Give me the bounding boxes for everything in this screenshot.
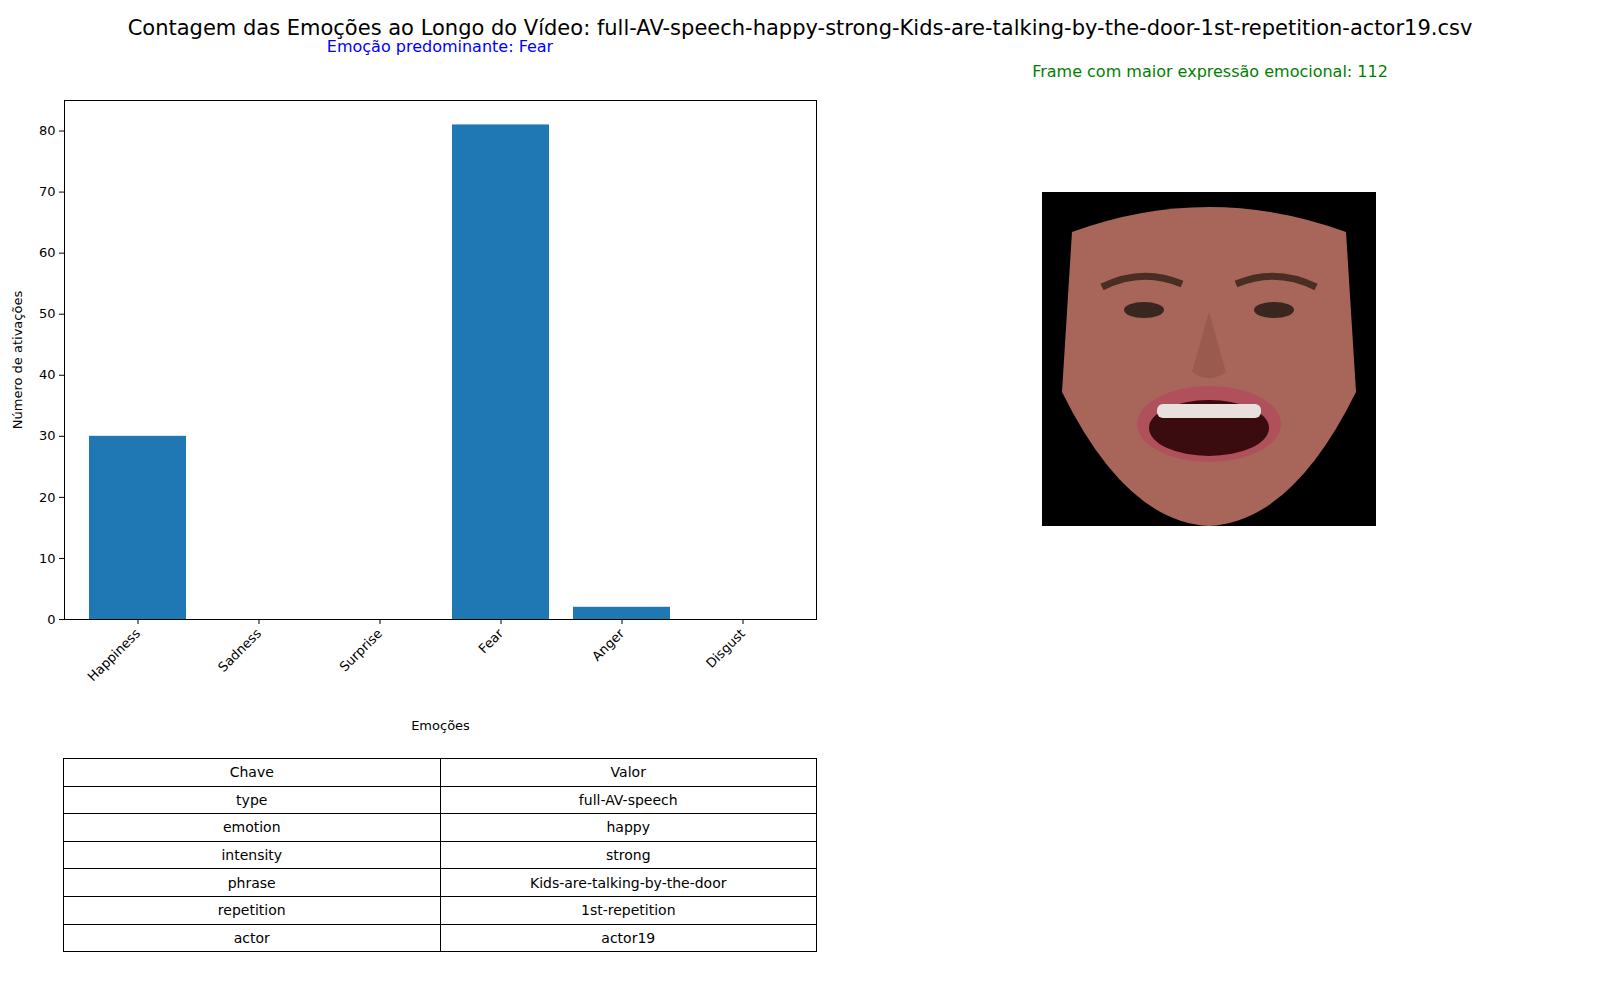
html-text:Contagem das Emoções ao Longo: Contagem das Emoções ao Longo do Vídeo: …: [127, 16, 1473, 40]
svg-text:0: 0: [47, 612, 55, 627]
svg-text:Emoções: Emoções: [411, 718, 470, 733]
svg-text:Sadness: Sadness: [215, 626, 264, 675]
html-text:strong: strong: [606, 847, 651, 864]
svg-text:20: 20: [39, 490, 56, 505]
svg-text:80: 80: [39, 123, 56, 138]
svg-text:Fear: Fear: [476, 625, 507, 656]
html-text:phrase: phrase: [227, 874, 276, 891]
html-text:happy: happy: [606, 819, 650, 836]
html-text:Emoção predominante: Fear: Emoção predominante: Fear: [326, 37, 554, 56]
svg-text:40: 40: [39, 367, 56, 382]
svg-text:70: 70: [39, 184, 56, 199]
svg-text:30: 30: [39, 428, 56, 443]
svg-text:10: 10: [39, 551, 56, 566]
html-text:Chave: Chave: [229, 764, 274, 781]
html-text:actor: actor: [233, 929, 270, 946]
svg-text:50: 50: [39, 306, 56, 321]
html-text:Frame com maior expressão emoc: Frame com maior expressão emocional: 112: [1032, 62, 1388, 81]
svg-text:Happiness: Happiness: [85, 626, 144, 685]
html-text:type: type: [236, 791, 268, 808]
html-text:repetition: repetition: [217, 902, 286, 919]
svg-text:Disgust: Disgust: [703, 626, 748, 671]
html-text:Valor: Valor: [610, 764, 646, 781]
html-text:actor19: actor19: [601, 929, 656, 946]
html-text:Kids-are-talking-by-the-door: Kids-are-talking-by-the-door: [530, 874, 727, 891]
html-text:full-AV-speech: full-AV-speech: [578, 791, 678, 808]
html-text:emotion: emotion: [222, 819, 281, 836]
svg-text:Surprise: Surprise: [336, 626, 385, 675]
html-text:intensity: intensity: [221, 847, 283, 864]
svg-text:Anger: Anger: [589, 625, 627, 663]
svg-text:Número de ativações: Número de ativações: [10, 291, 25, 430]
svg-text:60: 60: [39, 245, 56, 260]
html-text:1st-repetition: 1st-repetition: [581, 902, 676, 919]
